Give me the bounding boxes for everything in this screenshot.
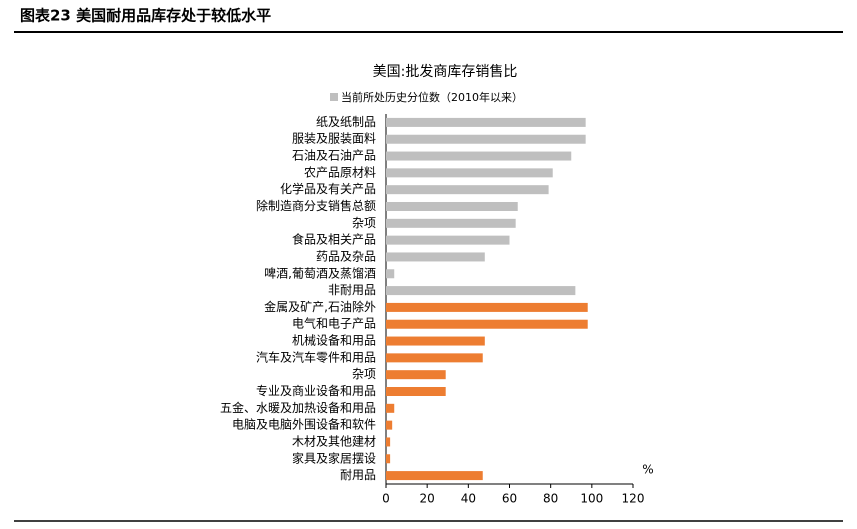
bar — [386, 353, 483, 363]
bar — [386, 168, 553, 178]
x-tick-label: 60 — [502, 492, 517, 506]
bar — [386, 151, 572, 161]
x-tick-label: 0 — [382, 492, 390, 506]
bar — [386, 336, 485, 346]
bar — [386, 134, 586, 144]
y-tick-label: 纸及纸制品 — [316, 115, 376, 129]
bar — [386, 185, 549, 195]
y-tick-label: 五金、水暖及加热设备和用品 — [220, 400, 376, 415]
bar — [386, 302, 588, 312]
bar — [386, 218, 516, 228]
bar — [386, 235, 510, 245]
y-tick-label: 专业及商业设备和用品 — [256, 383, 376, 398]
y-tick-label: 耐用品 — [340, 468, 376, 482]
y-tick-label: 农产品原材料 — [304, 165, 376, 179]
y-tick-label: 食品及相关产品 — [292, 232, 376, 247]
y-tick-label: 机械设备和用品 — [292, 333, 376, 348]
x-tick-label: 120 — [622, 492, 645, 506]
y-tick-label: 啤酒,葡萄酒及蒸馏酒 — [264, 265, 376, 280]
y-tick-label: 非耐用品 — [328, 283, 376, 297]
bar — [386, 454, 391, 464]
bar — [386, 420, 393, 430]
bar — [386, 387, 446, 396]
legend-label: 当前所处历史分位数（2010年以来） — [341, 90, 523, 104]
bar — [386, 286, 576, 296]
y-tick-label: 汽车及汽车零件和用品 — [256, 349, 376, 364]
y-tick-label: 电气和电子产品 — [292, 316, 376, 331]
bar — [386, 117, 586, 127]
unit-label: % — [642, 463, 653, 477]
y-tick-label: 金属及矿产,石油除外 — [264, 299, 376, 314]
bar — [386, 269, 395, 279]
bar — [386, 471, 483, 481]
x-tick-label: 100 — [580, 492, 603, 506]
y-tick-label: 药品及杂品 — [316, 249, 376, 263]
x-tick-label: 20 — [420, 492, 435, 506]
y-tick-label: 木材及其他建材 — [292, 434, 376, 448]
y-tick-label: 化学品及有关产品 — [280, 181, 376, 196]
x-tick-label: 40 — [461, 492, 476, 506]
bar — [386, 370, 446, 380]
y-tick-label: 电脑及电脑外围设备和软件 — [232, 418, 376, 432]
bar — [386, 403, 395, 413]
x-tick-label: 80 — [543, 492, 558, 506]
y-tick-label: 服装及服装面料 — [292, 132, 376, 146]
bar — [386, 319, 588, 329]
y-tick-label: 除制造商分支销售总额 — [256, 198, 376, 213]
bar — [386, 437, 391, 447]
y-tick-label: 石油及石油产品 — [292, 149, 376, 163]
chart-title: 美国:批发商库存销售比 — [373, 64, 518, 80]
bar — [386, 252, 485, 262]
legend-swatch — [330, 93, 338, 101]
y-tick-label: 杂项 — [352, 216, 376, 230]
header-title: 图表23 美国耐用品库存处于较低水平 — [20, 7, 271, 25]
bar — [386, 202, 518, 211]
y-tick-label: 家具及家居摆设 — [292, 450, 376, 465]
y-tick-label: 杂项 — [352, 367, 376, 381]
